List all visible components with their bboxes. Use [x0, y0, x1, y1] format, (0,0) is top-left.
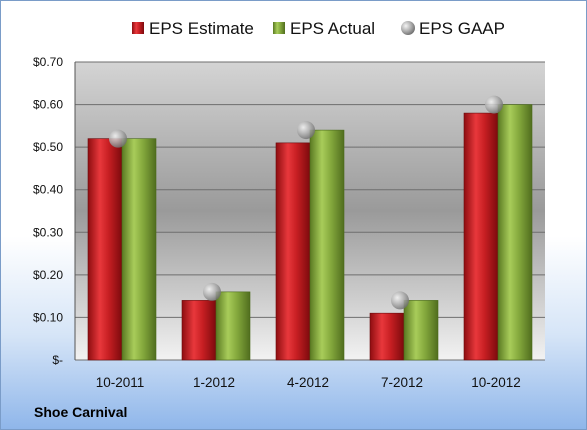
bar-eps-estimate	[275, 142, 311, 361]
y-tick-label: $-	[52, 353, 63, 367]
x-tick-label: 10-2011	[96, 375, 145, 390]
legend-eps-gaap-label: EPS GAAP	[419, 19, 505, 38]
marker-eps-gaap	[485, 95, 503, 114]
x-tick-label: 7-2012	[381, 375, 423, 390]
marker-eps-gaap	[203, 282, 221, 301]
bar-eps-actual	[121, 138, 157, 361]
bars	[87, 104, 533, 361]
y-tick-label: $0.40	[33, 183, 63, 197]
bar-eps-actual	[403, 300, 439, 361]
bar-eps-estimate	[87, 138, 123, 361]
gaap-markers	[109, 95, 503, 310]
bar-eps-estimate	[463, 112, 499, 361]
y-tick-label: $0.60	[33, 98, 63, 112]
legend-eps-actual-label: EPS Actual	[290, 19, 375, 38]
bar-eps-estimate	[369, 312, 405, 361]
x-tick-label: 1-2012	[193, 375, 235, 390]
legend: EPS Estimate EPS Actual EPS GAAP	[132, 19, 505, 38]
y-tick-label: $0.30	[33, 225, 63, 239]
y-axis: $- $0.10 $0.20 $0.30 $0.40 $0.50 $0.60 $0.70	[33, 55, 76, 367]
y-tick-label: $0.10	[33, 310, 63, 324]
y-tick-label: $0.50	[33, 140, 63, 154]
legend-eps-gaap-swatch	[401, 21, 415, 35]
y-tick-label: $0.70	[33, 55, 63, 69]
bar-eps-actual	[497, 104, 533, 361]
x-tick-label: 10-2012	[471, 375, 521, 390]
bar-eps-actual	[309, 129, 345, 361]
y-tick-label: $0.20	[33, 268, 63, 282]
legend-eps-estimate-swatch	[132, 22, 144, 34]
x-axis: 10-2011 1-2012 4-2012 7-2012 10-2012	[96, 375, 521, 390]
legend-eps-actual-swatch	[273, 22, 285, 34]
marker-eps-gaap	[297, 121, 315, 140]
legend-eps-estimate-label: EPS Estimate	[149, 19, 254, 38]
company-name: Shoe Carnival	[34, 404, 128, 420]
bar-eps-actual	[215, 291, 251, 361]
x-tick-label: 4-2012	[287, 375, 329, 390]
marker-eps-gaap	[391, 291, 409, 310]
bar-eps-estimate	[181, 300, 217, 361]
marker-eps-gaap	[109, 129, 127, 148]
